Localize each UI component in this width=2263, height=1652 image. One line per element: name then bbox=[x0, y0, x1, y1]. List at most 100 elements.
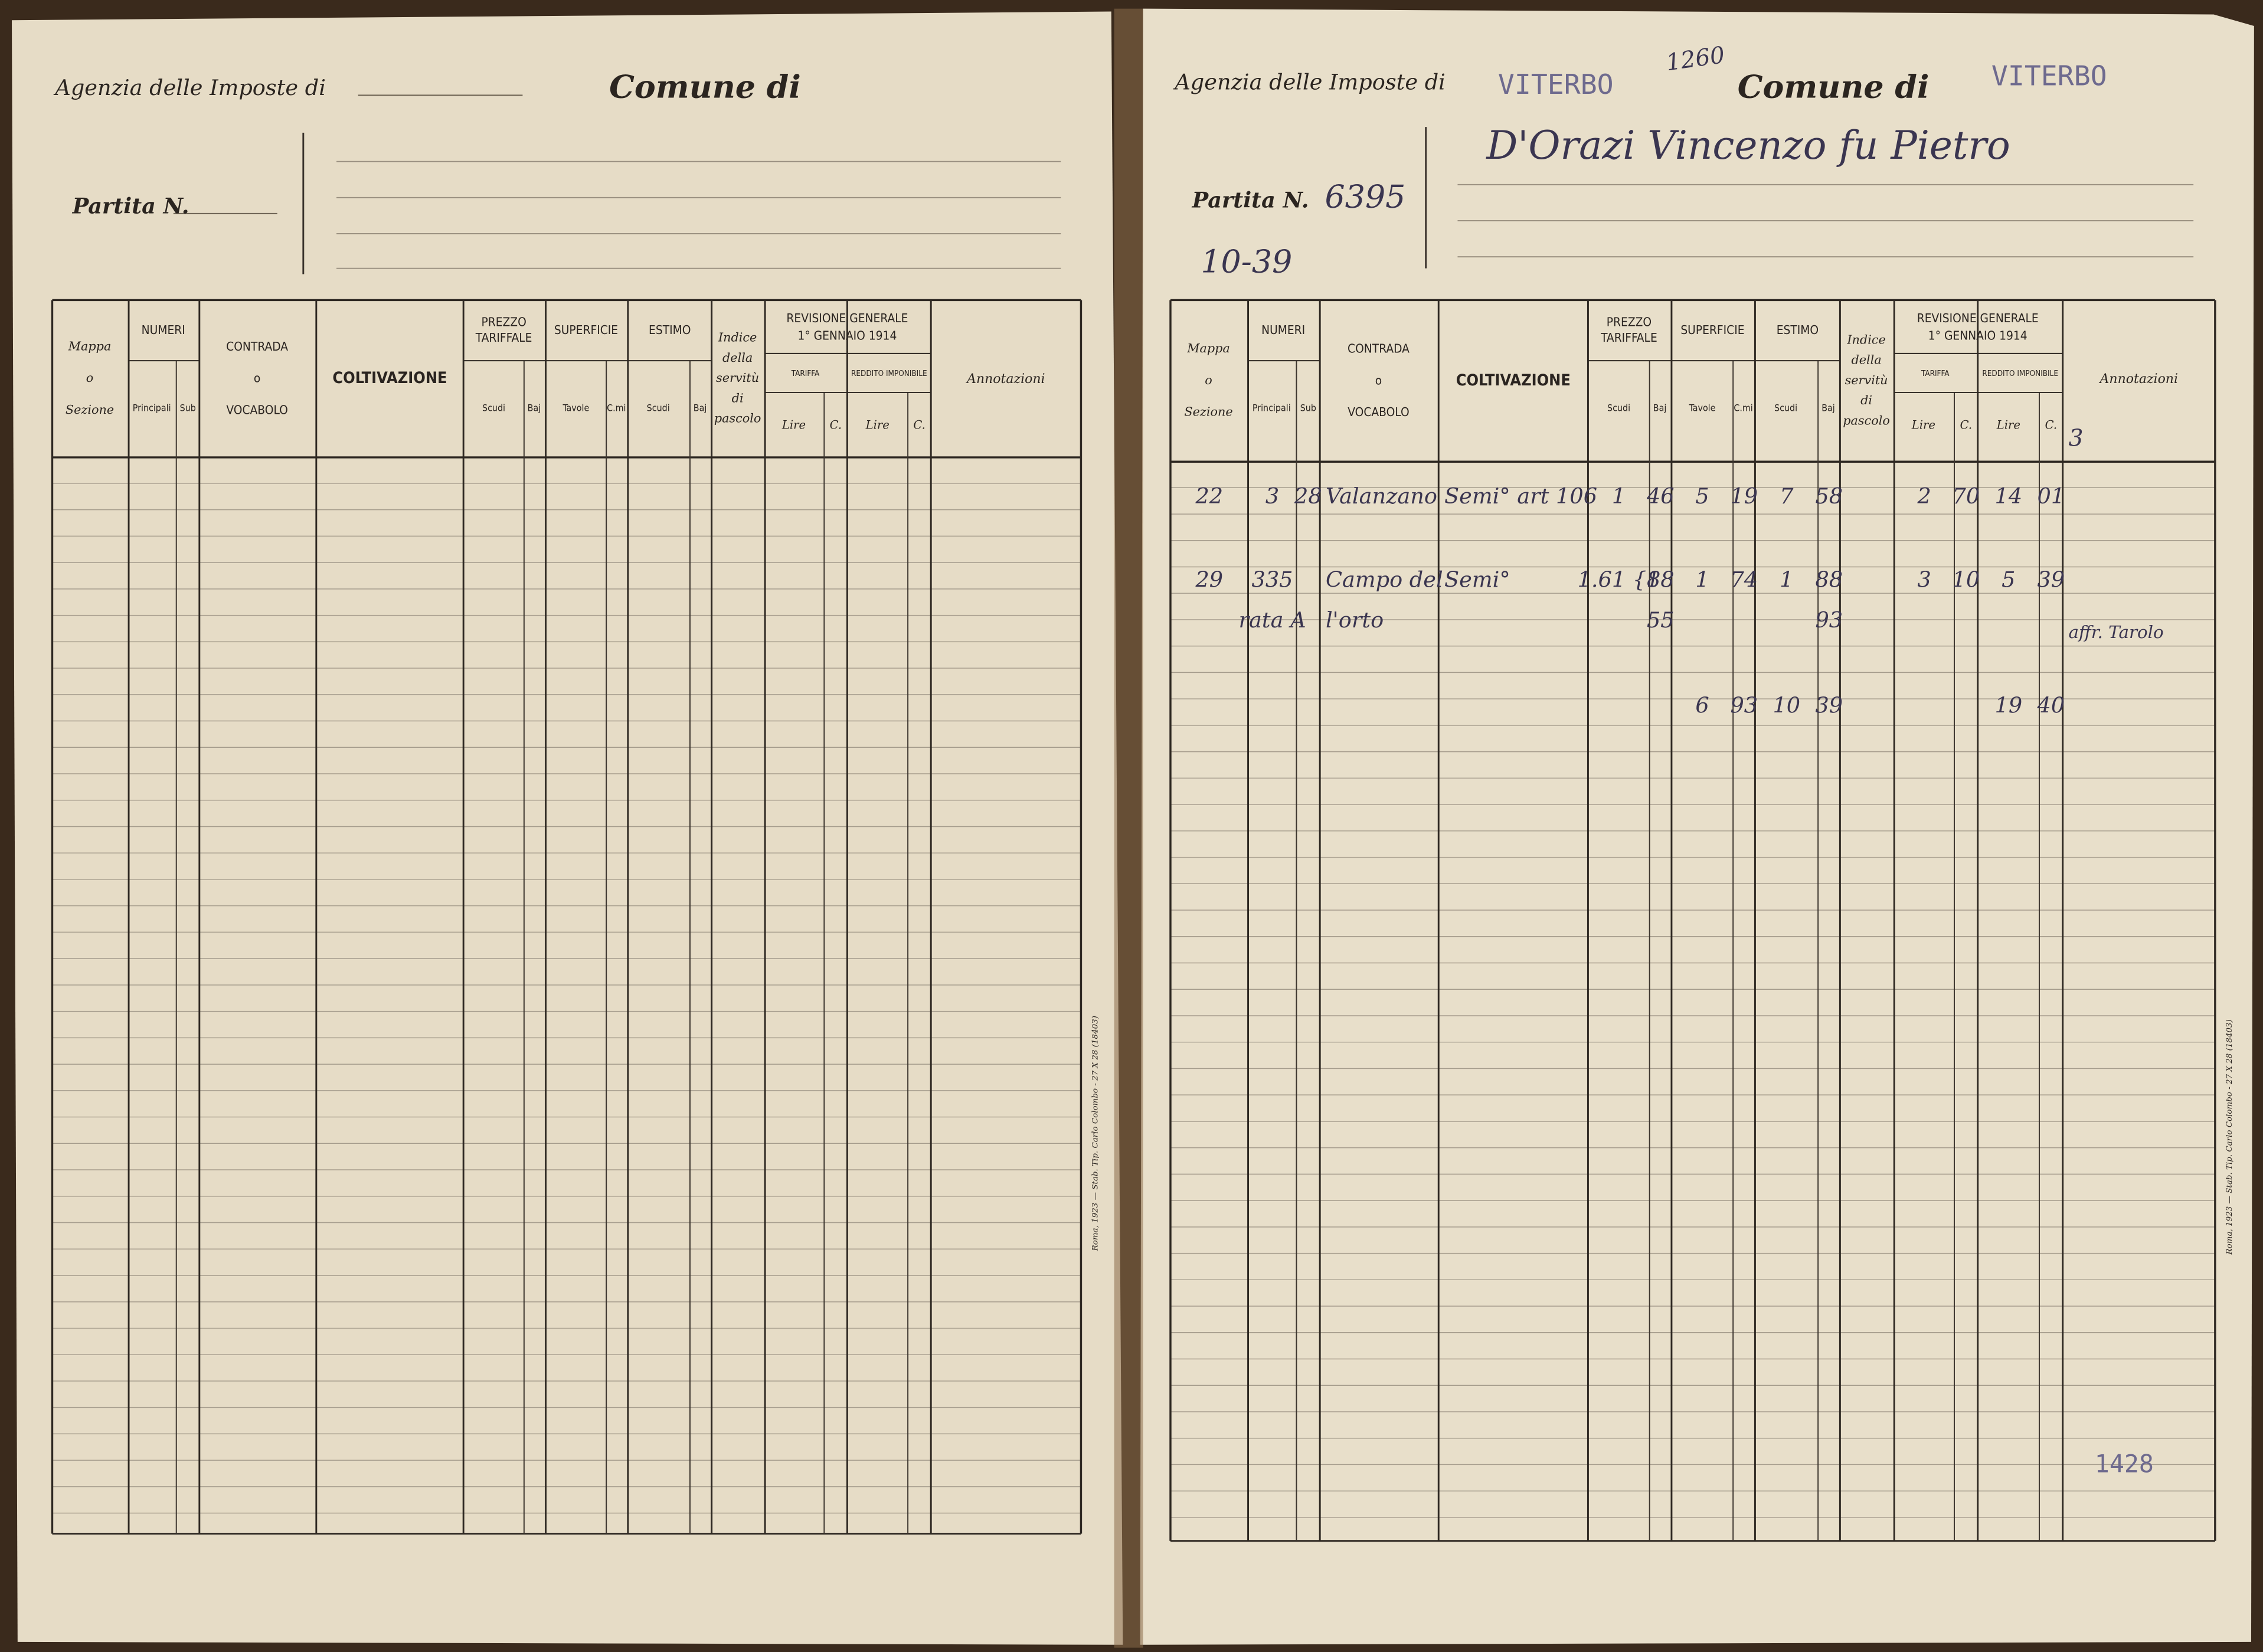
imprint: Roma, 1923 — Stab. Tip. Carlo Colombo - … bbox=[2225, 1019, 2234, 1255]
cell-entry: 3 bbox=[1917, 567, 1931, 593]
cell-entry: 93 bbox=[1730, 692, 1758, 718]
partita-label: Partita N. bbox=[1192, 188, 1309, 213]
cell-entry: Semi° bbox=[1444, 567, 1510, 593]
col-header: REVISIONE GENERALE bbox=[786, 311, 908, 325]
col-header: NUMERI bbox=[142, 323, 185, 337]
col-header: Mappa bbox=[1186, 341, 1230, 355]
col-header: REDDITO IMPONIBILE bbox=[1982, 369, 2058, 378]
col-header: Tavole bbox=[562, 402, 589, 413]
partita-value: 6395 bbox=[1325, 178, 1406, 215]
col-header: PREZZO bbox=[481, 315, 526, 329]
col-header: Baj bbox=[1821, 402, 1835, 413]
partita-note: 10-39 bbox=[1201, 243, 1292, 280]
col-header: REDDITO IMPONIBILE bbox=[851, 369, 927, 378]
col-header: C.mi bbox=[607, 402, 626, 413]
cell-entry: 3 bbox=[1265, 483, 1279, 509]
col-header: C. bbox=[2045, 418, 2057, 432]
cell-entry: 14 bbox=[1995, 483, 2023, 509]
cell-entry: Valanzano bbox=[1326, 483, 1437, 509]
cell-entry: 39 bbox=[1815, 692, 1843, 718]
col-header: TARIFFA bbox=[791, 369, 820, 378]
col-header: Lire bbox=[1996, 418, 2020, 432]
col-header: ESTIMO bbox=[1777, 323, 1819, 337]
cell-entry: 29 bbox=[1195, 567, 1223, 593]
comune-label: Comune di bbox=[609, 68, 801, 106]
col-header: TARIFFALE bbox=[1600, 331, 1657, 345]
col-header: SUPERFICIE bbox=[554, 323, 618, 337]
col-header: 1° GENNAIO 1914 bbox=[798, 329, 897, 343]
col-header: o bbox=[1205, 373, 1212, 387]
cell-entry: rata A bbox=[1238, 607, 1306, 633]
cell-entry: Campo del bbox=[1326, 567, 1443, 593]
col-header: Baj bbox=[1653, 402, 1667, 413]
col-header: Sub bbox=[1300, 402, 1316, 413]
cell-entry: 22 bbox=[1195, 483, 1223, 509]
col-header: TARIFFALE bbox=[475, 331, 532, 345]
col-header: TARIFFA bbox=[1921, 369, 1950, 378]
cell-entry: 5 bbox=[1695, 483, 1709, 509]
comune-value: VITERBO bbox=[1991, 60, 2107, 92]
col-header: PREZZO bbox=[1607, 315, 1652, 329]
col-header: servitù bbox=[1845, 373, 1888, 387]
col-header: VOCABOLO bbox=[226, 403, 287, 417]
cell-entry: affr. Tarolo bbox=[2068, 622, 2163, 642]
col-header: VOCABOLO bbox=[1348, 405, 1409, 419]
col-header: COLTIVAZIONE bbox=[1456, 371, 1571, 390]
cell-entry: Semi° art 106 bbox=[1444, 483, 1597, 509]
col-header: Mappa bbox=[68, 339, 112, 353]
col-header: Lire bbox=[1911, 418, 1935, 432]
right-page bbox=[1140, 8, 2254, 1645]
col-header: Principali bbox=[1253, 402, 1291, 413]
agency-value: VITERBO bbox=[1498, 68, 1614, 100]
col-header: Scudi bbox=[1774, 402, 1797, 413]
cell-entry: 10 bbox=[1953, 567, 1980, 593]
col-header: Indice bbox=[1846, 332, 1885, 346]
col-header: Sezione bbox=[1184, 405, 1232, 419]
col-header: COLTIVAZIONE bbox=[332, 369, 447, 387]
col-header: Lire bbox=[865, 418, 889, 432]
col-header: Scudi bbox=[647, 402, 670, 413]
col-header: della bbox=[722, 351, 753, 365]
cell-entry: 7 bbox=[1780, 483, 1794, 509]
col-header: Lire bbox=[781, 418, 806, 432]
col-header: pascolo bbox=[1843, 413, 1890, 427]
agency-label: Agenzia delle Imposte di bbox=[1173, 69, 1446, 94]
col-header: SUPERFICIE bbox=[1680, 323, 1744, 337]
cell-entry: 2 bbox=[1917, 483, 1931, 509]
col-header: o bbox=[1375, 373, 1382, 387]
cell-entry: 10 bbox=[1773, 692, 1800, 718]
col-header: C.mi bbox=[1734, 402, 1752, 413]
col-header: Tavole bbox=[1689, 402, 1716, 413]
col-header: NUMERI bbox=[1261, 323, 1305, 337]
cell-entry: 6 bbox=[1695, 692, 1709, 718]
cell-entry: 46 bbox=[1646, 483, 1675, 509]
col-header: 1° GENNAIO 1914 bbox=[1928, 329, 2027, 343]
col-header: Sub bbox=[180, 402, 196, 413]
col-header: REVISIONE GENERALE bbox=[1917, 311, 2039, 325]
cell-entry: l'orto bbox=[1326, 607, 1384, 633]
col-header: Principali bbox=[133, 402, 171, 413]
cell-entry: 58 bbox=[1815, 483, 1843, 509]
stamp: 1428 bbox=[2095, 1450, 2154, 1478]
column-mark: 3 bbox=[2069, 426, 2084, 452]
col-header: di bbox=[1860, 393, 1872, 407]
col-header: o bbox=[86, 371, 94, 385]
cell-entry: 5 bbox=[2002, 567, 2015, 593]
col-header: Scudi bbox=[1607, 402, 1630, 413]
cell-entry: 1 bbox=[1780, 567, 1793, 593]
comune-label: Comune di bbox=[1738, 68, 1930, 106]
cell-entry: 28 bbox=[1294, 483, 1322, 509]
cell-entry: 39 bbox=[2038, 567, 2065, 593]
cell-entry: 01 bbox=[2038, 483, 2065, 509]
cell-entry: 335 bbox=[1252, 567, 1293, 593]
cell-entry: 1 bbox=[1695, 567, 1709, 593]
cell-entry: 70 bbox=[1953, 483, 1980, 509]
col-header: pascolo bbox=[714, 411, 761, 426]
col-header: ESTIMO bbox=[649, 323, 691, 337]
left-page bbox=[12, 11, 1123, 1645]
col-header: Baj bbox=[528, 402, 541, 413]
cell-entry: 88 bbox=[1647, 567, 1675, 593]
